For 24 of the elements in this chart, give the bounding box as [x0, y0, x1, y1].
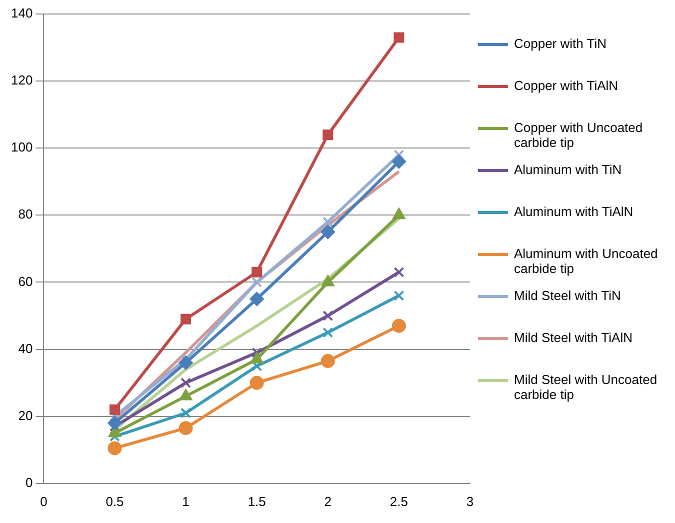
y-tick-label: 100	[10, 140, 33, 155]
x-tick-label: 0.5	[106, 494, 124, 509]
legend-label: Copper with Uncoated carbide tip	[514, 120, 644, 150]
x-tick-label: 2.5	[390, 494, 408, 509]
legend-label: Mild Steel with Uncoated carbide tip	[514, 372, 658, 402]
x-tick-label: 3	[466, 494, 474, 509]
legend-label: Aluminum with TiAlN	[514, 204, 634, 219]
x-tick-label: 0	[40, 494, 48, 509]
y-tick-label: 0	[25, 474, 33, 490]
y-tick-label: 140	[10, 6, 33, 21]
y-tick-label: 40	[18, 340, 33, 356]
x-tick-label: 1.5	[248, 494, 266, 509]
y-tick-label: 20	[18, 408, 33, 423]
legend-label: Copper with TiN	[514, 36, 606, 51]
x-tick-label: 2	[324, 494, 332, 509]
y-tick-label: 120	[10, 72, 33, 88]
x-tick-label: 1	[182, 494, 190, 509]
legend-label: Aluminum with TiN	[514, 162, 622, 177]
legend-label: Mild Steel with TiAlN	[514, 330, 632, 345]
y-tick-label: 80	[18, 206, 33, 222]
y-tick-label: 60	[18, 274, 33, 289]
legend-label: Mild Steel with TiN	[514, 288, 621, 303]
legend-label: Aluminum with Uncoated carbide tip	[514, 246, 659, 276]
legend-label: Copper with TiAlN	[514, 78, 618, 93]
